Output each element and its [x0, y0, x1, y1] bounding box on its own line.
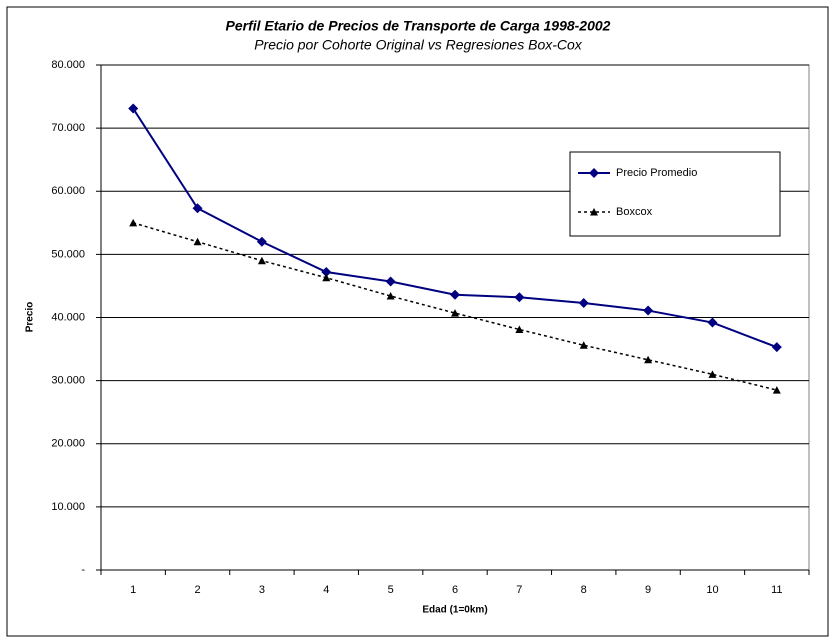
x-axis-label: Edad (1=0km): [422, 605, 487, 616]
x-tick-label: 10: [706, 584, 718, 596]
marker: [128, 103, 139, 114]
x-tick-label: 4: [323, 584, 329, 596]
marker: [193, 237, 202, 246]
y-axis-label: Precio: [25, 302, 36, 333]
legend-box: [569, 151, 781, 237]
marker: [451, 309, 459, 317]
marker: [256, 236, 267, 247]
marker: [321, 267, 332, 278]
marker: [707, 317, 718, 328]
marker: [386, 292, 395, 300]
x-tick-label: 5: [388, 584, 394, 596]
marker: [450, 289, 460, 300]
marker: [643, 305, 654, 316]
y-tick-label: 60.000: [51, 185, 85, 197]
marker: [771, 342, 782, 353]
chart-subtitle: Precio por Cohorte Original vs Regresion…: [254, 37, 583, 53]
marker: [579, 341, 588, 349]
y-tick-label: 70.000: [51, 122, 85, 134]
x-tick-label: 9: [645, 584, 651, 596]
x-tick-label: 11: [771, 584, 782, 596]
x-tick-label: 6: [452, 584, 458, 596]
legend-marker: [589, 168, 599, 178]
marker: [129, 218, 138, 227]
legend-label: Boxcox: [616, 206, 653, 218]
legend-label: Precio Promedio: [616, 167, 697, 179]
marker: [257, 256, 266, 265]
x-tick-label: 2: [194, 584, 200, 596]
y-tick-label: 40.000: [51, 311, 85, 323]
chart-title: Perfil Etario de Precios de Transporte d…: [226, 18, 611, 34]
marker: [322, 273, 331, 282]
y-tick-label: 20.000: [51, 438, 85, 450]
x-tick-label: 1: [130, 584, 136, 596]
marker: [385, 276, 396, 287]
y-tick-label: 30.000: [51, 375, 85, 387]
series-line: [132, 222, 777, 391]
x-tick-label: 8: [581, 584, 587, 596]
marker: [644, 355, 653, 364]
x-tick-label: 7: [516, 584, 522, 596]
y-tick-label: -: [81, 564, 85, 576]
marker: [708, 370, 717, 378]
y-tick-label: 10.000: [51, 501, 85, 513]
y-tick-label: 50.000: [51, 248, 85, 260]
marker: [578, 297, 589, 308]
x-tick-label: 3: [259, 584, 265, 596]
marker: [515, 325, 524, 333]
marker: [192, 203, 203, 214]
marker: [514, 292, 525, 303]
legend-marker: [590, 208, 598, 216]
marker: [772, 386, 781, 394]
y-tick-label: 80.000: [51, 59, 85, 71]
